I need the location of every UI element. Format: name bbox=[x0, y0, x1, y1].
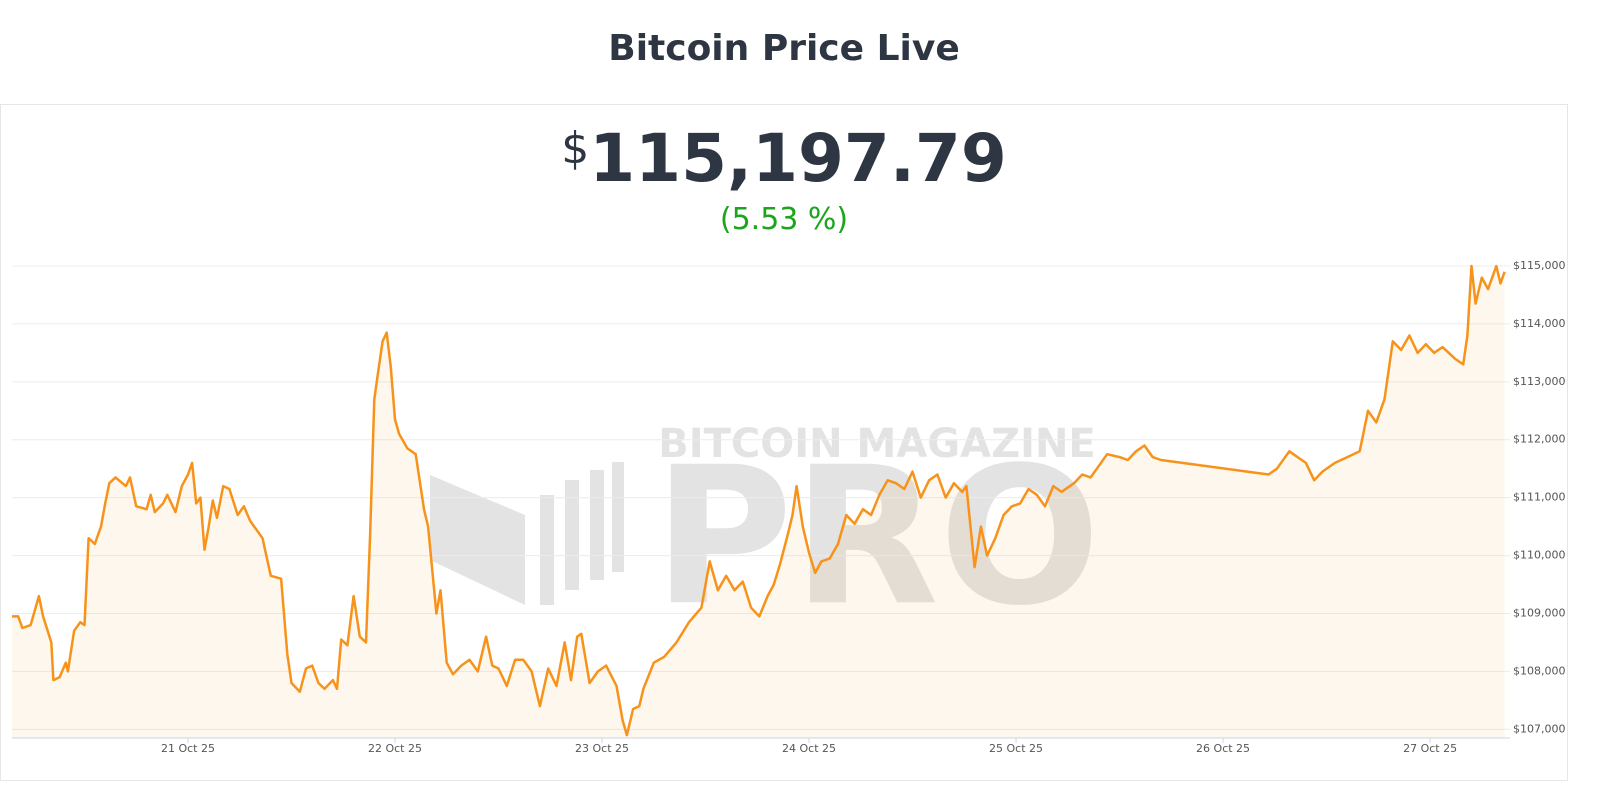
y-tick-label: $107,000 bbox=[1513, 722, 1566, 735]
price-value: 115,197.79 bbox=[589, 120, 1007, 197]
x-tick-label: 26 Oct 25 bbox=[1196, 742, 1250, 755]
x-tick-label: 22 Oct 25 bbox=[368, 742, 422, 755]
y-tick-label: $109,000 bbox=[1513, 606, 1566, 619]
x-tick-label: 25 Oct 25 bbox=[989, 742, 1043, 755]
x-tick-label: 23 Oct 25 bbox=[575, 742, 629, 755]
currency: $ bbox=[561, 123, 590, 174]
x-tick-label: 21 Oct 25 bbox=[161, 742, 215, 755]
y-tick-label: $112,000 bbox=[1513, 433, 1566, 446]
chart-card bbox=[0, 104, 1568, 781]
y-tick-label: $110,000 bbox=[1513, 549, 1566, 562]
watermark-logo bbox=[430, 462, 624, 605]
watermark-big: PRO bbox=[653, 426, 1100, 647]
y-tick-label: $111,000 bbox=[1513, 491, 1566, 504]
price-line bbox=[12, 264, 1506, 737]
price: $115,197.79 bbox=[0, 120, 1568, 197]
watermark-top: BITCOIN MAGAZINE bbox=[658, 421, 1096, 467]
y-tick-label: $115,000 bbox=[1513, 259, 1566, 272]
y-tick-label: $113,000 bbox=[1513, 375, 1566, 388]
price-change: (5.53 %) bbox=[719, 202, 849, 237]
x-tick-label: 27 Oct 25 bbox=[1403, 742, 1457, 755]
area bbox=[12, 266, 1505, 738]
x-tick-label: 24 Oct 25 bbox=[782, 742, 836, 755]
y-tick-label: $108,000 bbox=[1513, 664, 1566, 677]
y-tick-label: $114,000 bbox=[1513, 317, 1566, 330]
page-title: Bitcoin Price Live bbox=[608, 28, 960, 69]
